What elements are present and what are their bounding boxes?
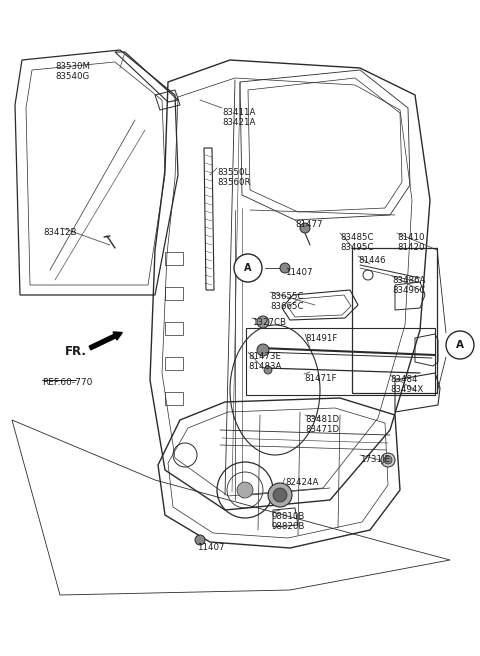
Text: 81473E
81483A: 81473E 81483A: [248, 352, 281, 371]
Text: 83486A
83496C: 83486A 83496C: [392, 276, 425, 295]
Circle shape: [257, 316, 269, 328]
Circle shape: [234, 254, 262, 282]
Circle shape: [300, 223, 310, 233]
Text: 83484
83494X: 83484 83494X: [390, 375, 423, 394]
Circle shape: [237, 482, 253, 498]
Text: 98810B
98820B: 98810B 98820B: [272, 512, 305, 531]
Text: 81477: 81477: [295, 220, 323, 229]
Text: REF.60-770: REF.60-770: [42, 378, 92, 387]
Circle shape: [268, 483, 292, 507]
Text: 83655C
83665C: 83655C 83665C: [270, 292, 303, 312]
Text: 1731JE: 1731JE: [360, 455, 390, 464]
Circle shape: [446, 331, 474, 359]
FancyArrow shape: [89, 332, 122, 350]
Circle shape: [384, 456, 392, 464]
Text: 11407: 11407: [197, 543, 225, 552]
Circle shape: [280, 263, 290, 273]
Text: FR.: FR.: [65, 345, 87, 358]
Text: 1327CB: 1327CB: [252, 318, 286, 327]
Text: A: A: [456, 340, 464, 350]
Text: 81491F: 81491F: [305, 334, 337, 343]
Text: 83481D
83471D: 83481D 83471D: [305, 415, 339, 434]
Text: 83530M
83540G: 83530M 83540G: [55, 62, 90, 81]
Text: 82424A: 82424A: [285, 478, 318, 487]
Text: 81471F: 81471F: [304, 374, 336, 383]
Text: 81446: 81446: [358, 256, 385, 265]
Circle shape: [273, 488, 287, 502]
Text: 11407: 11407: [285, 268, 312, 277]
Text: 83412B: 83412B: [43, 228, 76, 237]
Text: A: A: [244, 263, 252, 273]
Circle shape: [257, 344, 269, 356]
Circle shape: [195, 535, 205, 545]
Text: 81410
81420: 81410 81420: [397, 233, 424, 253]
Circle shape: [381, 453, 395, 467]
Text: 83485C
83495C: 83485C 83495C: [340, 233, 373, 253]
Circle shape: [264, 366, 272, 374]
Bar: [352, 248, 437, 393]
Text: 83550L
83560R: 83550L 83560R: [217, 168, 251, 188]
Text: 83411A
83421A: 83411A 83421A: [222, 108, 255, 127]
